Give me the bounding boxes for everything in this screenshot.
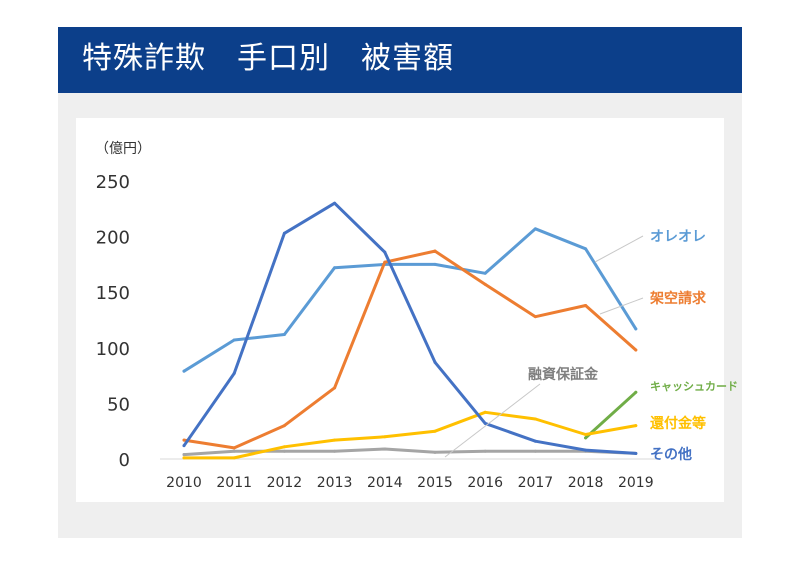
chart-panel	[76, 118, 724, 502]
y-tick-label: 0	[119, 450, 130, 471]
data-point	[282, 445, 286, 449]
data-point	[333, 266, 337, 270]
label-leader-line	[599, 297, 644, 315]
data-point	[333, 438, 337, 442]
data-point	[383, 435, 387, 439]
series-label: 架空請求	[649, 290, 707, 307]
series-line	[584, 390, 638, 440]
series-line	[182, 249, 638, 450]
data-point	[584, 247, 588, 251]
data-point	[333, 449, 337, 453]
y-tick-label: 100	[96, 339, 130, 360]
data-point	[584, 304, 588, 308]
y-tick-label: 200	[96, 228, 130, 249]
data-point	[383, 447, 387, 451]
data-point	[232, 446, 236, 450]
data-point	[282, 449, 286, 453]
data-point	[634, 390, 638, 394]
series-line	[182, 227, 638, 373]
series-label: 還付金等	[650, 415, 706, 432]
data-point	[533, 315, 537, 319]
chart-card: 特殊詐欺 手口別 被害額	[58, 27, 742, 538]
data-point	[232, 449, 236, 453]
data-point	[483, 282, 487, 286]
page-title: 特殊詐欺 手口別 被害額	[82, 41, 454, 76]
data-point	[282, 332, 286, 336]
x-tick-label: 2017	[518, 475, 554, 491]
data-point	[584, 433, 588, 437]
data-point	[533, 417, 537, 421]
data-point	[182, 444, 186, 448]
x-tick-label: 2011	[216, 475, 252, 491]
data-point	[483, 271, 487, 275]
x-tick-label: 2010	[166, 475, 202, 491]
x-tick-label: 2015	[417, 475, 453, 491]
series-line	[182, 201, 638, 455]
data-point	[433, 262, 437, 266]
data-point	[232, 456, 236, 460]
series-label: オレオレ	[650, 229, 706, 245]
x-tick-label: 2018	[568, 475, 604, 491]
data-point	[634, 424, 638, 428]
data-point	[634, 451, 638, 455]
data-point	[282, 424, 286, 428]
y-axis-label: （億円）	[95, 141, 151, 157]
data-point	[182, 453, 186, 457]
label-leader-line	[594, 235, 644, 263]
data-point	[433, 360, 437, 364]
label-leader-line	[444, 383, 541, 458]
data-point	[533, 227, 537, 231]
data-point	[232, 371, 236, 375]
data-point	[634, 348, 638, 352]
series-label: その他	[650, 446, 692, 463]
data-point	[383, 250, 387, 254]
x-tick-label: 2019	[618, 475, 654, 491]
y-tick-label: 50	[107, 394, 130, 415]
data-point	[433, 450, 437, 454]
data-point	[533, 449, 537, 453]
data-point	[533, 439, 537, 443]
data-point	[282, 231, 286, 235]
x-tick-label: 2013	[317, 475, 353, 491]
series-label: 融資保証金	[528, 366, 599, 383]
data-point	[333, 386, 337, 390]
data-point	[634, 327, 638, 331]
data-point	[232, 338, 236, 342]
data-point	[483, 410, 487, 414]
y-tick-label: 250	[96, 172, 130, 193]
data-point	[584, 436, 588, 440]
data-point	[182, 456, 186, 460]
data-point	[433, 249, 437, 253]
data-point	[182, 369, 186, 373]
data-point	[182, 438, 186, 442]
y-tick-label: 150	[96, 283, 130, 304]
data-point	[433, 429, 437, 433]
x-tick-label: 2014	[367, 475, 403, 491]
x-tick-label: 2016	[467, 475, 503, 491]
data-point	[333, 201, 337, 205]
data-point	[483, 421, 487, 425]
series-line	[182, 410, 638, 460]
series-label: キャッシュカード	[650, 380, 738, 393]
data-point	[584, 448, 588, 452]
x-tick-label: 2012	[267, 475, 303, 491]
title-banner: 特殊詐欺 手口別 被害額	[58, 27, 742, 93]
data-point	[483, 449, 487, 453]
data-point	[383, 260, 387, 264]
